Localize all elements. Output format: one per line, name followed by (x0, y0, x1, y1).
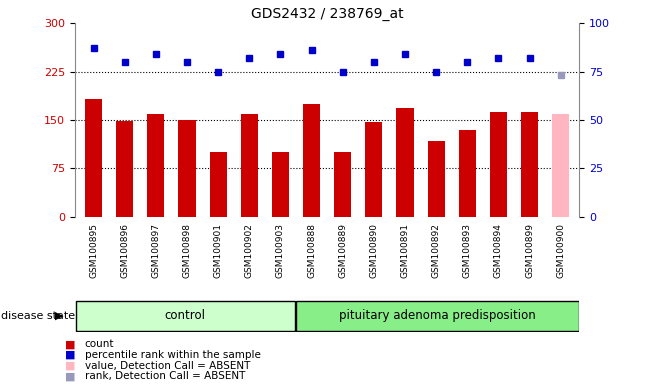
Text: GSM100889: GSM100889 (339, 223, 347, 278)
Bar (76, 301, 295, 331)
Text: ■: ■ (65, 339, 76, 349)
Text: GSM100900: GSM100900 (556, 223, 565, 278)
Text: GSM100893: GSM100893 (463, 223, 472, 278)
Text: GSM100902: GSM100902 (245, 223, 254, 278)
Bar (365, 122, 382, 217)
Bar (303, 104, 320, 217)
Text: percentile rank within the sample: percentile rank within the sample (85, 350, 260, 360)
Bar (459, 130, 476, 217)
Text: GSM100888: GSM100888 (307, 223, 316, 278)
Bar (521, 112, 538, 217)
Bar (428, 141, 445, 217)
Bar (116, 121, 133, 217)
Bar (296, 301, 579, 331)
Text: value, Detection Call = ABSENT: value, Detection Call = ABSENT (85, 361, 250, 371)
Text: control: control (165, 310, 206, 322)
Text: rank, Detection Call = ABSENT: rank, Detection Call = ABSENT (85, 371, 245, 381)
Text: GSM100890: GSM100890 (369, 223, 378, 278)
Text: GSM100898: GSM100898 (182, 223, 191, 278)
Text: ■: ■ (65, 361, 76, 371)
Text: ■: ■ (65, 371, 76, 381)
Title: GDS2432 / 238769_at: GDS2432 / 238769_at (251, 7, 404, 21)
Bar (334, 152, 352, 217)
Text: disease state: disease state (1, 311, 76, 321)
Text: GSM100903: GSM100903 (276, 223, 285, 278)
Text: ■: ■ (65, 350, 76, 360)
Text: GSM100894: GSM100894 (494, 223, 503, 278)
Text: pituitary adenoma predisposition: pituitary adenoma predisposition (339, 310, 536, 322)
Bar (147, 114, 165, 217)
Text: GSM100895: GSM100895 (89, 223, 98, 278)
Bar (210, 152, 227, 217)
Text: GSM100901: GSM100901 (214, 223, 223, 278)
Bar (272, 152, 289, 217)
Bar (396, 108, 413, 217)
Bar (85, 99, 102, 217)
Text: GSM100891: GSM100891 (400, 223, 409, 278)
Text: GSM100896: GSM100896 (120, 223, 129, 278)
Bar (178, 120, 195, 217)
Text: GSM100897: GSM100897 (151, 223, 160, 278)
Text: GSM100899: GSM100899 (525, 223, 534, 278)
Bar (490, 112, 507, 217)
Text: count: count (85, 339, 114, 349)
Text: GSM100892: GSM100892 (432, 223, 441, 278)
Bar (552, 114, 569, 217)
Bar (241, 114, 258, 217)
Text: ▶: ▶ (55, 311, 64, 321)
